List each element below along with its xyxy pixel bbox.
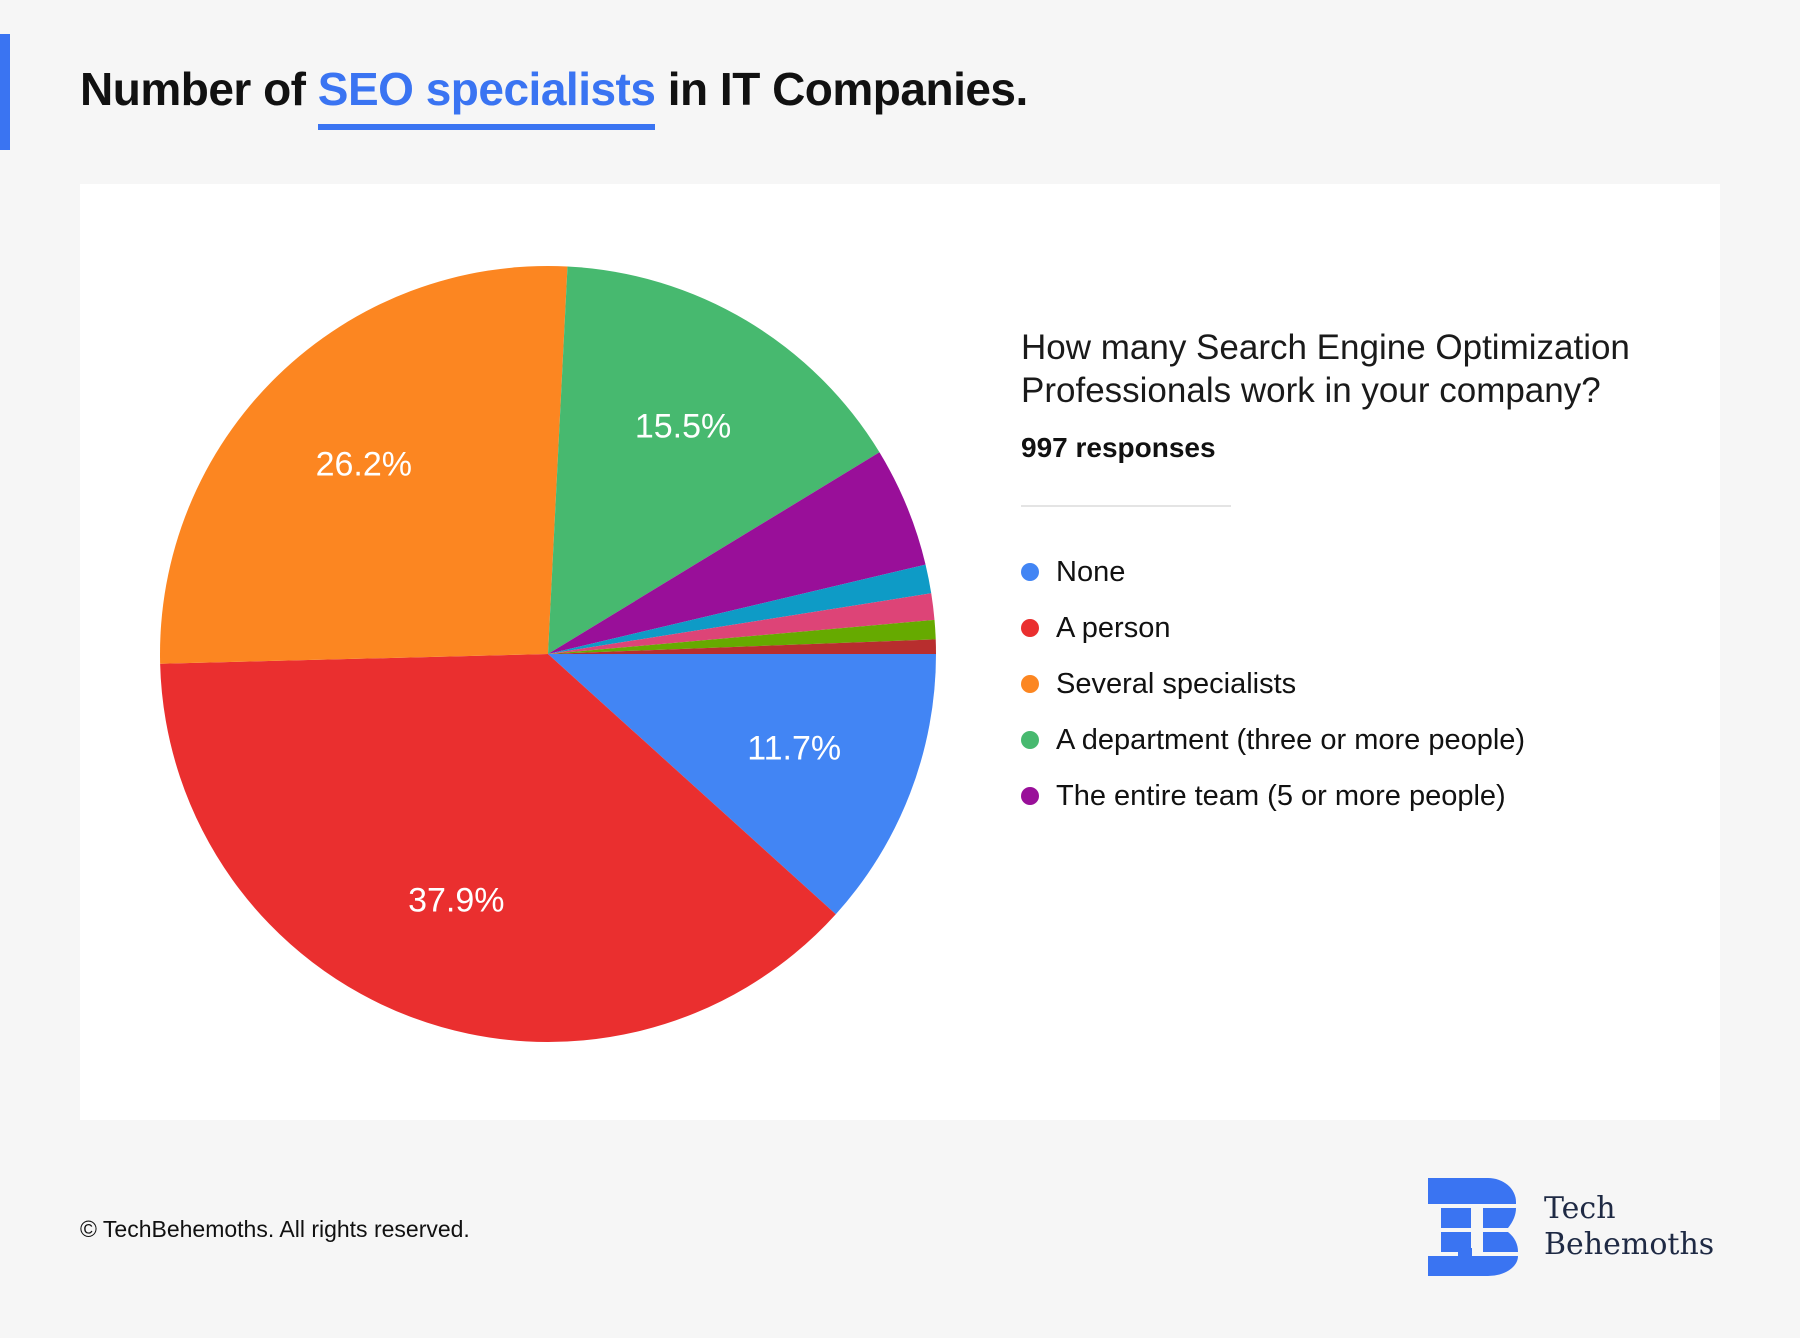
slice-label: 15.5% [634, 407, 732, 446]
legend-dot-icon [1021, 731, 1039, 749]
pie-slice [160, 265, 568, 664]
slice-label: 37.9% [408, 881, 505, 920]
slice-label: 11.7% [747, 729, 842, 768]
legend-item-several-specialists: Several specialists [1021, 656, 1525, 712]
legend: None A person Several specialists A depa… [1021, 544, 1525, 824]
tb-logo-icon [1428, 1178, 1518, 1276]
page-title: Number of SEO specialists in IT Companie… [80, 62, 1029, 130]
legend-item-department: A department (three or more people) [1021, 712, 1525, 768]
pie-slice [548, 639, 936, 654]
pie-slice [548, 266, 880, 654]
legend-dot-icon [1021, 787, 1039, 805]
legend-item-none: None [1021, 544, 1525, 600]
legend-dot-icon [1021, 563, 1039, 581]
legend-dot-icon [1021, 675, 1039, 693]
legend-item-entire-team: The entire team (5 or more people) [1021, 768, 1525, 824]
title-highlight: SEO specialists [317, 63, 656, 130]
pie-slice [548, 564, 932, 654]
pie-slice [160, 654, 836, 1042]
pie-slice [548, 654, 936, 915]
title-suffix: in IT Companies. [655, 63, 1029, 115]
chart-card: 11.7% 37.9% 26.2% 15.5% How many Search Eng… [80, 184, 1720, 1120]
pie-slice [548, 452, 926, 654]
logo-text: Tech Behemoths [1544, 1191, 1715, 1262]
divider [1021, 505, 1231, 507]
accent-bar [0, 34, 10, 150]
pie-chart [160, 265, 936, 1042]
legend-item-a-person: A person [1021, 600, 1525, 656]
responses-count: 997 responses [1021, 432, 1216, 463]
copyright: © TechBehemoths. All rights reserved. [80, 1216, 470, 1242]
chart-question: How many Search Engine Optimization Prof… [1021, 328, 1630, 410]
slice-label: 26.2% [315, 445, 412, 484]
pie-slice [548, 619, 936, 654]
pie-slice [548, 593, 935, 654]
title-prefix: Number of [80, 63, 318, 115]
techbehemoths-logo: Tech Behemoths [1428, 1178, 1714, 1276]
legend-dot-icon [1021, 619, 1039, 637]
